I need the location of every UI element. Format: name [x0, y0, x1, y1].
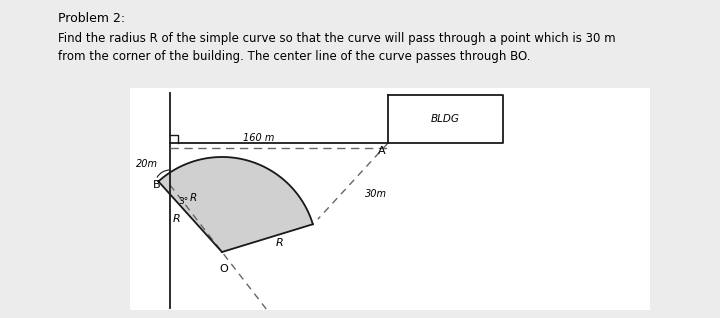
Text: Problem 2:: Problem 2: — [58, 12, 125, 25]
Text: from the corner of the building. The center line of the curve passes through BO.: from the corner of the building. The cen… — [58, 50, 531, 63]
Text: 30m: 30m — [366, 189, 387, 199]
Text: BLDG: BLDG — [431, 114, 460, 124]
Text: R: R — [190, 193, 197, 203]
Text: O: O — [220, 264, 228, 274]
Text: 3°: 3° — [178, 197, 188, 206]
Text: B: B — [153, 180, 160, 190]
Text: R: R — [276, 238, 283, 248]
Bar — [130, 88, 650, 310]
Text: 160 m: 160 m — [243, 133, 275, 143]
Text: Find the radius R of the simple curve so that the curve will pass through a poin: Find the radius R of the simple curve so… — [58, 32, 616, 45]
Polygon shape — [158, 157, 313, 252]
Text: A: A — [378, 146, 386, 156]
Text: R: R — [172, 214, 180, 224]
Text: 20m: 20m — [136, 159, 158, 169]
